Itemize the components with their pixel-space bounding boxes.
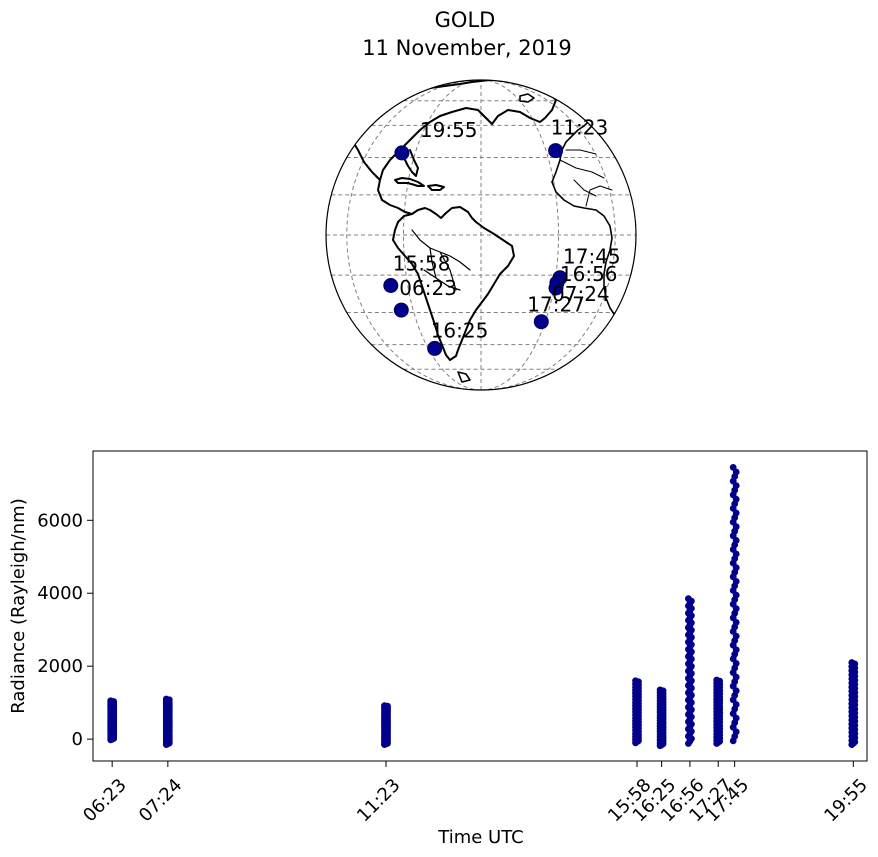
scatter-point	[632, 677, 639, 684]
map-point	[534, 315, 548, 329]
map-point-label: 11:23	[551, 116, 609, 140]
scatter-point	[107, 697, 114, 704]
y-axis: 0 2000 4000 6000	[37, 510, 93, 750]
x-tick-label: 19:55	[820, 775, 872, 827]
x-axis-label: Time UTC	[437, 827, 523, 848]
y-axis-label: Radiance (Rayleigh/nm)	[8, 498, 29, 713]
map-point	[395, 146, 409, 160]
scatter-point	[685, 595, 692, 602]
map-point-label: 15:58	[393, 252, 451, 276]
y-tick-label: 0	[72, 729, 83, 750]
map-point	[394, 303, 408, 317]
scatter-point	[848, 659, 855, 666]
y-tick-label: 4000	[37, 583, 83, 604]
x-tick-label: 07:24	[135, 775, 187, 827]
map-point	[549, 144, 563, 158]
scatter-point	[657, 687, 664, 694]
y-tick-label: 6000	[37, 510, 83, 531]
figure-subtitle: 11 November, 2019	[362, 36, 571, 60]
x-tick-label: 06:23	[79, 775, 131, 827]
plot-frame	[93, 451, 867, 761]
globe-map: 19:55 11:2317:4516:5607:2417:2715:5806:23…	[326, 80, 636, 390]
map-point	[428, 341, 442, 355]
figure-title: GOLD	[435, 8, 496, 32]
map-point-label: 19:55	[420, 118, 478, 142]
x-tick-label: 11:23	[353, 775, 405, 827]
scatter-point	[381, 702, 388, 709]
y-tick-label: 2000	[37, 656, 83, 677]
scatter-point	[713, 677, 720, 684]
scatter-point	[730, 464, 737, 471]
map-point	[384, 279, 398, 293]
map-point-label: 17:27	[527, 293, 585, 317]
scatter-point	[163, 696, 170, 703]
x-axis: 06:23 07:24 11:23 15:5816:2516:5617:2717:45…	[79, 761, 872, 826]
map-point-label: 06:23	[399, 276, 457, 300]
map-point-label: 16:25	[431, 318, 489, 342]
